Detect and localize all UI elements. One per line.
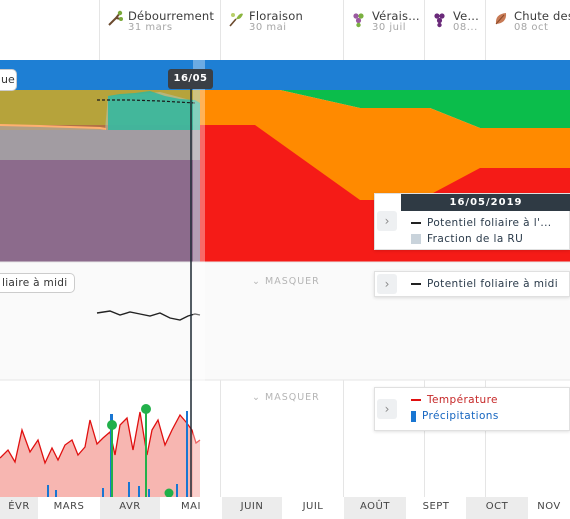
month-tick: MARS [53,501,85,512]
falling-leaf-icon [495,13,507,25]
stage-name: Chute des [514,9,570,23]
hide-label: MASQUER [265,276,320,287]
month-tick: JUIN [222,497,282,519]
stage-date: 30 juil [372,22,407,33]
legend-item-precipitation[interactable]: Précipitations [411,410,499,422]
month-tick: ÉVR [0,497,38,519]
grape-cluster-icon [353,13,364,28]
precipitation-bar [138,486,140,497]
month-tick: MAI [181,501,201,512]
month-tick: SEPT [422,501,450,512]
stage-date: 31 mars [128,22,173,33]
line-swatch [411,283,421,285]
stage-date: 08... [453,22,478,33]
irrigation-dot [141,404,151,414]
cursor-band [193,55,205,497]
month-tick: OCT [466,497,528,519]
chevron-down-icon: ⌄ [252,392,261,403]
leaf-potential-series [96,310,201,321]
legend-item-temperature[interactable]: Température [411,394,498,406]
precipitation-bar [55,490,57,497]
budbreak-icon [108,10,123,26]
legend-item-label: Température [427,394,498,406]
legend-date: 16/05/2019 [401,194,570,211]
weather-legend: › Température Précipitations [374,387,570,431]
leaf-potential-main-line [97,99,196,104]
hide-weather-button[interactable]: ⌄ MASQUER [252,392,320,403]
legend-item-leaf-potential-midday[interactable]: Potentiel foliaire à midi [411,278,558,290]
chevron-down-icon: ⌄ [252,276,261,287]
zone-green [0,90,570,128]
legend-item-label: Potentiel foliaire à l'... [427,217,552,229]
legend-item-leaf-potential[interactable]: Potentiel foliaire à l'... [411,217,552,229]
chevron-right-icon[interactable]: › [377,211,397,231]
zone-blue [0,60,570,90]
legend-item-ru-fraction[interactable]: Fraction de la RU [411,233,523,245]
precipitation-bar [128,482,130,497]
phenology-stage-bar: Débourrement 31 mars Floraison 30 mai Vé… [0,0,570,40]
month-axis: ÉVR MARS AVR MAI JUIN JUIL AOÛT SEPT OCT… [0,497,570,519]
precipitation-bar [186,411,188,497]
month-tick: AVR [100,497,160,519]
cursor-date-badge: 16/05 [168,69,213,89]
stage-name: Débourrement [128,9,215,23]
stage-date: 30 mai [249,22,287,33]
legend-item-label: Potentiel foliaire à midi [427,278,559,290]
month-tick: NOV [537,501,561,512]
grape-ripe-icon [434,13,445,28]
bar-swatch [411,410,416,422]
line-swatch [411,222,421,224]
temperature-series [0,411,201,465]
stage-name: Ve... [453,9,480,23]
ru-fraction-recent [108,91,200,130]
chevron-right-icon[interactable]: › [377,399,397,419]
irrigation-markers [107,404,174,497]
main-chart-label[interactable]: ue [0,69,17,91]
irrigation-dot [164,488,174,497]
legend-item-label: Précipitations [422,410,499,422]
legend-item-label: Fraction de la RU [427,233,524,245]
precipitation-bar [148,489,150,497]
stage-name: Vérais... [372,9,420,23]
main-chart-legend: › 16/05/2019 Potentiel foliaire à l'... … [374,193,570,250]
leaf-potential-legend: › Potentiel foliaire à midi [374,271,570,297]
temperature-area [0,412,200,497]
hide-label: MASQUER [265,392,320,403]
chevron-right-icon[interactable]: › [377,274,397,294]
flowering-icon [229,13,243,27]
month-tick: JUIL [302,501,324,512]
hide-leaf-potential-button[interactable]: ⌄ MASQUER [252,276,320,287]
precipitation-bar [102,488,104,497]
stage-name: Floraison [249,9,303,23]
irrigation-dot [107,420,117,430]
month-tick: AOÛT [344,497,406,519]
precipitation-bar [176,484,178,497]
stage-date: 08 oct [514,22,549,33]
line-swatch [411,399,421,401]
ru-fraction-line [0,124,107,130]
box-swatch [411,234,421,244]
leaf-potential-panel-label[interactable]: liaire à midi [0,273,76,293]
precipitation-bar [47,485,49,497]
